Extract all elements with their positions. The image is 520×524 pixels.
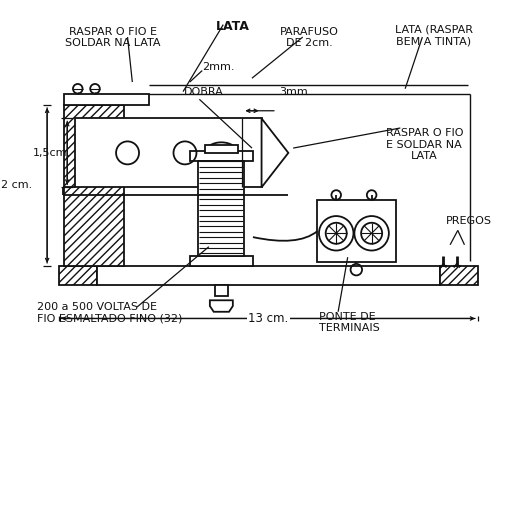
Bar bbox=[59, 266, 97, 285]
Text: LATA (RASPAR
BEM A TINTA): LATA (RASPAR BEM A TINTA) bbox=[395, 25, 473, 46]
Text: DOBRA: DOBRA bbox=[184, 88, 224, 97]
Bar bbox=[215, 285, 228, 297]
Bar bbox=[317, 200, 396, 262]
Text: 13 cm.: 13 cm. bbox=[248, 312, 289, 325]
Bar bbox=[198, 160, 244, 256]
Text: 1,5cm.: 1,5cm. bbox=[33, 148, 71, 158]
Polygon shape bbox=[210, 300, 233, 312]
Text: 2mm.: 2mm. bbox=[202, 62, 235, 72]
Text: LATA: LATA bbox=[216, 20, 250, 33]
Text: 200 a 500 VOLTAS DE
FIO ESMALTADO FINO (32): 200 a 500 VOLTAS DE FIO ESMALTADO FINO (… bbox=[36, 302, 182, 324]
Text: 2 cm.: 2 cm. bbox=[1, 180, 32, 190]
Bar bbox=[75, 118, 262, 188]
Bar bbox=[64, 93, 149, 105]
Bar bbox=[97, 266, 439, 285]
Text: PONTE DE
TERMINAIS: PONTE DE TERMINAIS bbox=[319, 312, 380, 333]
Text: RASPAR O FIO E
SOLDAR NA LATA: RASPAR O FIO E SOLDAR NA LATA bbox=[66, 27, 161, 48]
Bar bbox=[190, 151, 253, 160]
Bar bbox=[64, 105, 124, 266]
Polygon shape bbox=[262, 118, 289, 188]
Bar bbox=[439, 266, 478, 285]
Bar bbox=[205, 145, 238, 153]
Text: 3mm.: 3mm. bbox=[279, 88, 311, 97]
Text: PARAFUSO
DE 2cm.: PARAFUSO DE 2cm. bbox=[280, 27, 339, 48]
Text: RASPAR O FIO
E SOLDAR NA
LATA: RASPAR O FIO E SOLDAR NA LATA bbox=[385, 128, 463, 161]
Bar bbox=[190, 256, 253, 266]
Text: PREGOS: PREGOS bbox=[446, 216, 492, 226]
